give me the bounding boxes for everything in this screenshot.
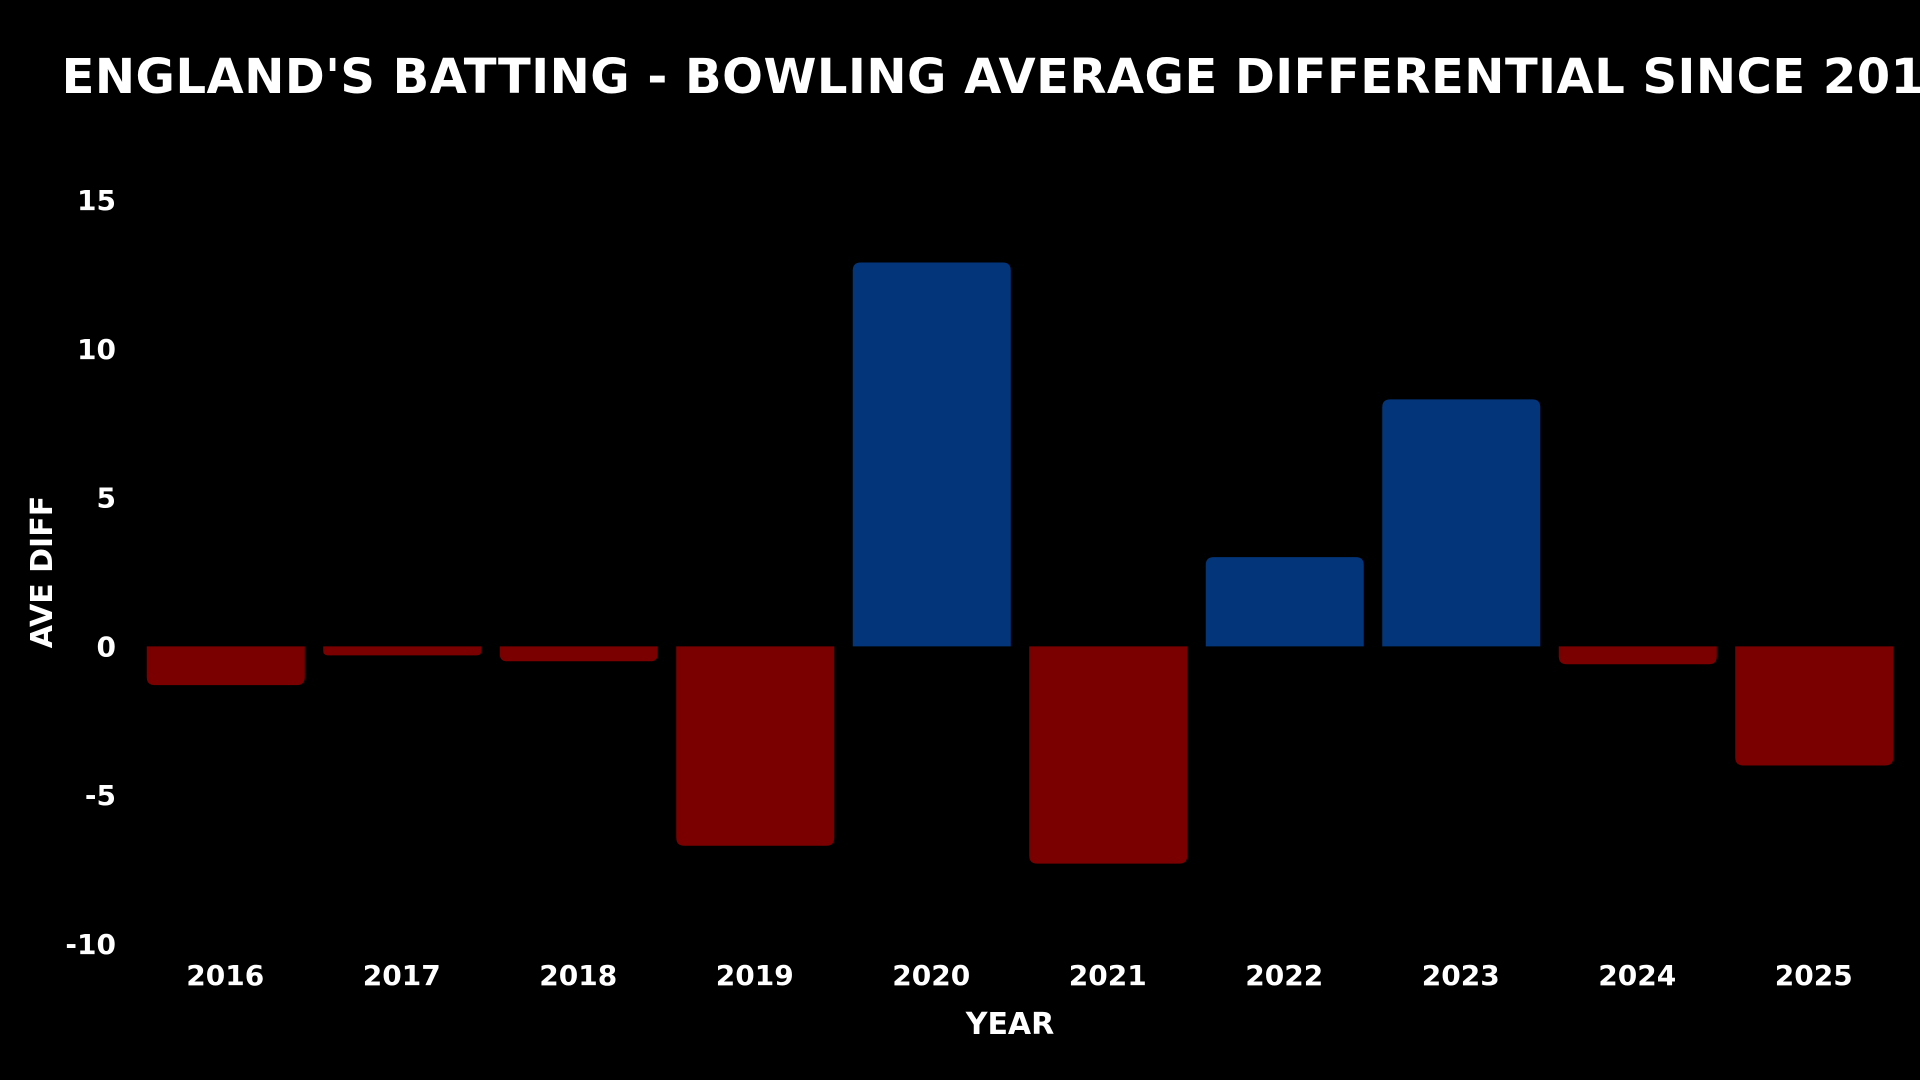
y-tick-label: 0	[97, 630, 116, 663]
bar-2016	[146, 646, 305, 686]
x-tick-label: 2024	[1598, 959, 1676, 992]
x-tick-label: 2022	[1245, 959, 1323, 992]
bar-2020	[852, 262, 1011, 647]
x-tick-label: 2018	[539, 959, 617, 992]
y-tick-label: -5	[85, 779, 116, 812]
x-tick-label: 2020	[892, 959, 970, 992]
y-axis-label: AVE DIFF	[25, 496, 60, 648]
bar-2017	[323, 646, 482, 656]
x-tick-label: 2025	[1775, 959, 1853, 992]
bar-2022	[1205, 557, 1364, 647]
bar-2025	[1735, 646, 1894, 766]
bar-2021	[1029, 646, 1188, 864]
bars-group	[146, 262, 1894, 864]
y-tick-label: 15	[77, 184, 116, 217]
x-axis-label: YEAR	[965, 1007, 1055, 1042]
x-axis-ticks: 2016 2017 2018 2019 2020 2021 2022 2023 2024 2025	[186, 959, 1852, 992]
chart-title: ENGLAND'S BATTING - BOWLING AVERAGE DIFF…	[62, 49, 1920, 105]
x-tick-label: 2016	[186, 959, 264, 992]
bar-2023	[1382, 399, 1541, 647]
y-tick-label: -10	[65, 928, 116, 961]
y-tick-label: 10	[77, 333, 116, 366]
x-tick-label: 2021	[1069, 959, 1147, 992]
y-axis-ticks: -10 -5 0 5 10 15	[65, 184, 116, 961]
y-tick-label: 5	[97, 482, 116, 515]
x-tick-label: 2017	[363, 959, 441, 992]
x-tick-label: 2019	[716, 959, 794, 992]
x-tick-label: 2023	[1422, 959, 1500, 992]
bar-2018	[499, 646, 658, 662]
bar-2019	[676, 646, 835, 846]
bar-2024	[1558, 646, 1717, 665]
